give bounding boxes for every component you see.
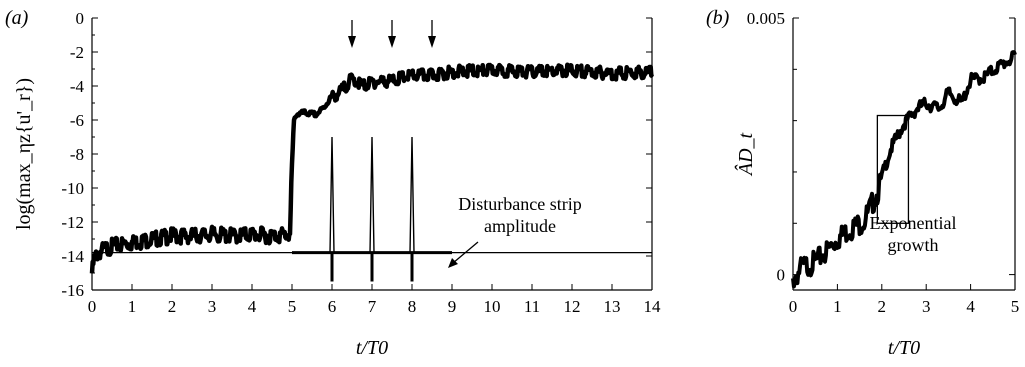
x-tick-label: 3	[922, 297, 931, 316]
series-disturbance-strip	[292, 136, 452, 254]
y-tick-label: -10	[61, 179, 84, 198]
panel-a: 0 1 2 3 4 5 6 7 8 9 10 11 12 13 140-2-4-6-8-10-12-14-1…	[5, 7, 661, 359]
annotation-line-2: growth	[888, 235, 939, 255]
y-tick-label: 0	[76, 9, 85, 28]
y-tick-label: 0	[777, 266, 786, 285]
exponential-growth-box	[876, 114, 910, 224]
x-tick-label: 2	[878, 297, 887, 316]
series-main-line	[792, 51, 1016, 287]
x-tick-label: 12	[564, 297, 581, 316]
y-axis-label: ÂD_t	[734, 132, 757, 177]
y-tick-label: 0.005	[747, 9, 785, 28]
panel-label-a: (a)	[5, 7, 29, 29]
x-tick-label: 11	[524, 297, 540, 316]
annotation-arrow-head	[448, 258, 458, 268]
x-tick-label: 7	[368, 297, 377, 316]
series-main-line	[91, 63, 653, 274]
x-tick-label: 6	[328, 297, 337, 316]
y-tick-label: -12	[61, 213, 84, 232]
annotation-line-2: amplitude	[484, 216, 556, 236]
x-tick-label: 2	[168, 297, 177, 316]
x-axis-label: t/T0	[888, 337, 920, 359]
x-tick-label: 1	[833, 297, 842, 316]
y-tick-label: -16	[61, 281, 84, 300]
panel-label-b: (b)	[706, 7, 730, 29]
x-tick-label: 5	[288, 297, 297, 316]
x-tick-label: 14	[644, 297, 662, 316]
y-tick-label: -2	[70, 43, 84, 62]
x-tick-label: 0	[789, 297, 798, 316]
x-tick-label: 10	[484, 297, 501, 316]
x-axis-label: t/T0	[356, 337, 388, 359]
x-tick-label: 4	[248, 297, 257, 316]
x-tick-label: 9	[448, 297, 457, 316]
y-axis-label: log(max_ηz{u'_r})	[13, 78, 35, 230]
marker-arrow-head	[348, 36, 356, 48]
x-tick-label: 8	[408, 297, 417, 316]
x-tick-label: 13	[604, 297, 621, 316]
marker-arrow-head	[428, 36, 436, 48]
y-tick-label: -8	[70, 145, 84, 164]
y-tick-label: -6	[70, 111, 84, 130]
marker-arrow-head	[388, 36, 396, 48]
y-tick-label: -14	[61, 247, 84, 266]
x-tick-label: 5	[1011, 297, 1020, 316]
annotation-line-1: Exponential	[870, 213, 957, 233]
annotation-line-1: Disturbance strip	[458, 194, 581, 214]
x-tick-label: 0	[88, 297, 97, 316]
x-tick-label: 3	[208, 297, 217, 316]
x-tick-label: 1	[128, 297, 137, 316]
y-tick-label: -4	[70, 77, 85, 96]
annotation-arrow-shaft	[452, 241, 479, 264]
x-tick-label: 4	[966, 297, 975, 316]
